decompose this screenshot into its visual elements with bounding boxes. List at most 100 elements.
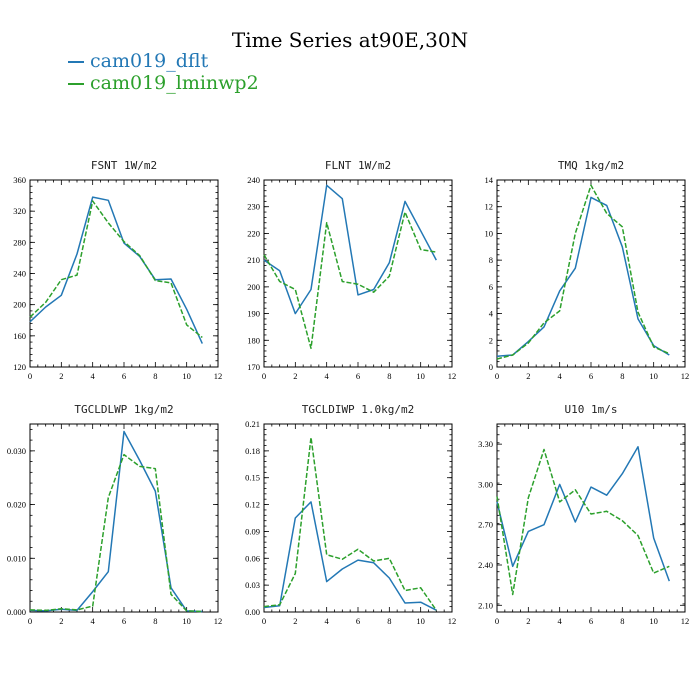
- y-tick-label: 160: [13, 331, 26, 341]
- x-tick-label: 6: [589, 371, 593, 381]
- y-tick-label: 4: [489, 309, 494, 319]
- y-tick-label: 0.09: [245, 526, 260, 536]
- x-tick-label: 8: [620, 616, 624, 626]
- y-tick-label: 14: [485, 175, 494, 185]
- x-tick-label: 4: [325, 616, 330, 626]
- legend-swatch: [68, 61, 84, 63]
- series-line: [496, 196, 670, 358]
- y-tick-label: 220: [247, 228, 260, 238]
- plot-frame: [29, 179, 219, 368]
- x-tick-label: 10: [182, 616, 191, 626]
- x-tick-label: 0: [28, 616, 32, 626]
- y-tick-label: 210: [247, 255, 260, 265]
- y-tick-label: 190: [247, 309, 260, 319]
- x-tick-label: 4: [558, 371, 563, 381]
- x-tick-label: 8: [620, 371, 624, 381]
- y-tick-label: 180: [247, 335, 260, 345]
- y-tick-label: 0.15: [245, 473, 260, 483]
- x-tick-label: 8: [153, 371, 157, 381]
- y-tick-label: 0.030: [7, 446, 26, 456]
- legend-item: cam019_lminwp2: [68, 72, 259, 94]
- x-tick-label: 10: [649, 616, 658, 626]
- x-tick-label: 6: [356, 371, 360, 381]
- x-tick-label: 8: [153, 616, 157, 626]
- y-tick-label: 240: [247, 175, 260, 185]
- series-line: [263, 436, 437, 611]
- panel-title: TGCLDIWP 1.0kg/m2: [302, 403, 415, 416]
- x-tick-label: 2: [59, 371, 63, 381]
- x-tick-label: 4: [91, 616, 96, 626]
- x-tick-label: 2: [293, 616, 297, 626]
- x-tick-label: 10: [416, 616, 425, 626]
- plot-frame: [29, 423, 219, 613]
- x-tick-label: 2: [526, 371, 530, 381]
- plot-frame: [496, 179, 686, 368]
- y-tick-label: 2.70: [478, 520, 493, 530]
- series-line: [263, 211, 437, 350]
- y-tick-label: 240: [13, 269, 26, 279]
- panel-title: U10 1m/s: [565, 403, 618, 416]
- x-tick-label: 6: [356, 616, 360, 626]
- x-tick-label: 10: [182, 371, 191, 381]
- x-tick-label: 2: [526, 616, 530, 626]
- series-line: [29, 196, 203, 344]
- y-tick-label: 320: [13, 206, 26, 216]
- x-tick-label: 6: [122, 371, 126, 381]
- x-tick-label: 12: [681, 371, 690, 381]
- x-tick-label: 4: [558, 616, 563, 626]
- series-line: [496, 446, 671, 582]
- series-line: [29, 430, 203, 613]
- plot-frame: [263, 423, 453, 613]
- y-tick-label: 0.12: [245, 500, 260, 510]
- x-tick-label: 2: [59, 616, 63, 626]
- x-tick-label: 6: [589, 616, 593, 626]
- y-tick-label: 0.03: [245, 580, 260, 590]
- x-tick-label: 4: [91, 371, 96, 381]
- x-tick-label: 4: [325, 371, 330, 381]
- x-tick-label: 2: [293, 371, 297, 381]
- x-tick-label: 12: [681, 616, 690, 626]
- x-tick-label: 12: [448, 371, 457, 381]
- panel-title: FLNT 1W/m2: [325, 159, 391, 172]
- x-tick-label: 0: [262, 616, 266, 626]
- y-tick-label: 3.30: [478, 439, 493, 449]
- panel-title: TMQ 1kg/m2: [558, 159, 624, 172]
- series-line: [29, 453, 203, 613]
- x-tick-label: 12: [448, 616, 457, 626]
- y-tick-label: 0.06: [245, 553, 260, 563]
- y-tick-label: 0.21: [245, 419, 260, 429]
- legend-item: cam019_dflt: [68, 50, 208, 72]
- y-tick-label: 170: [247, 362, 260, 372]
- legend-label: cam019_dflt: [90, 50, 209, 72]
- plot-frame: [263, 179, 453, 368]
- y-tick-label: 120: [13, 362, 26, 372]
- y-tick-label: 8: [489, 255, 493, 265]
- y-tick-label: 2.10: [478, 600, 493, 610]
- y-tick-label: 0.00: [245, 607, 260, 617]
- y-tick-label: 200: [247, 282, 260, 292]
- x-tick-label: 0: [262, 371, 266, 381]
- series-line: [29, 200, 203, 338]
- x-tick-label: 12: [214, 371, 223, 381]
- y-tick-label: 0.010: [7, 553, 26, 563]
- page-title: Time Series at90E,30N: [231, 28, 469, 52]
- y-tick-label: 230: [247, 202, 260, 212]
- y-tick-label: 0: [489, 362, 493, 372]
- panel-title: TGCLDLWP 1kg/m2: [74, 403, 173, 416]
- series-line: [496, 448, 670, 596]
- y-tick-label: 360: [13, 175, 26, 185]
- series-line: [496, 184, 670, 360]
- y-tick-label: 12: [485, 202, 494, 212]
- y-tick-label: 280: [13, 237, 26, 247]
- y-tick-label: 3.00: [478, 479, 493, 489]
- y-tick-label: 6: [489, 282, 493, 292]
- series-line: [263, 184, 437, 315]
- x-tick-label: 0: [495, 616, 499, 626]
- x-tick-label: 6: [122, 616, 126, 626]
- x-tick-label: 12: [214, 616, 223, 626]
- legend-swatch: [68, 83, 84, 85]
- panel-title: FSNT 1W/m2: [91, 159, 157, 172]
- y-tick-label: 2: [489, 335, 493, 345]
- x-tick-label: 0: [28, 371, 32, 381]
